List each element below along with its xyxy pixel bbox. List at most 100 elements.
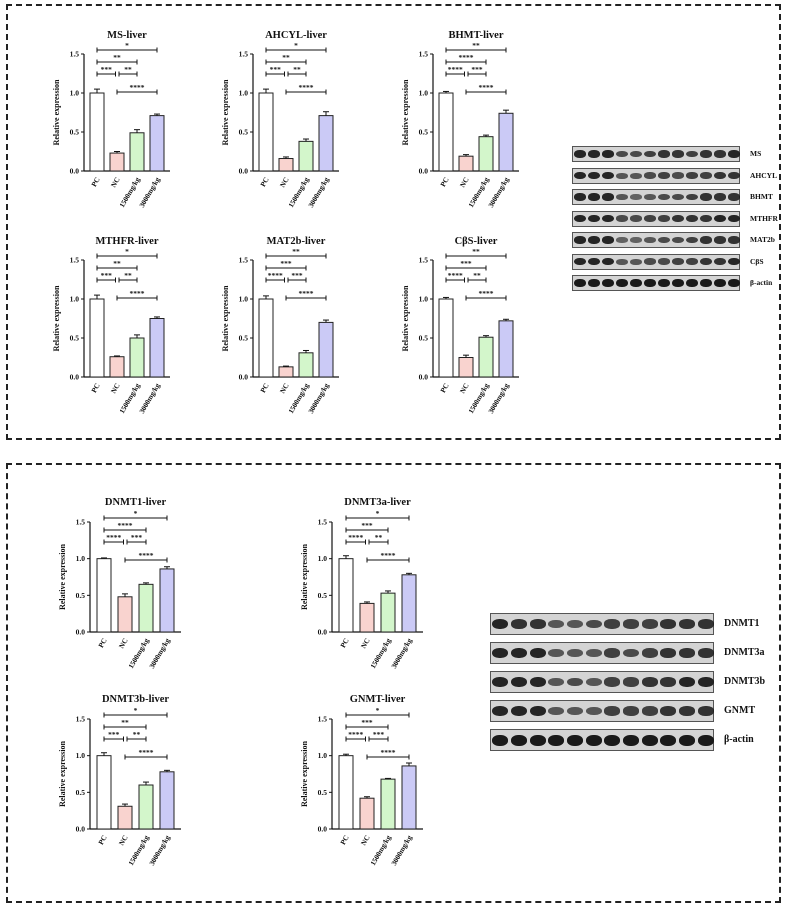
y-tick-label: 0.5	[419, 128, 429, 137]
category-label: NC	[110, 176, 122, 189]
blot-row	[572, 189, 740, 205]
category-label: PC	[90, 176, 102, 188]
blot-band	[700, 257, 712, 266]
blot-band	[567, 619, 583, 629]
category-label: NC	[118, 834, 130, 847]
y-axis-label: Relative expression	[58, 741, 67, 807]
blot-band	[658, 215, 670, 222]
y-tick-label: 0.5	[318, 591, 328, 600]
category-label: 1500mg/kg	[127, 834, 151, 867]
blot-band	[700, 279, 712, 287]
blot-band	[492, 647, 509, 659]
significance-label: *	[125, 41, 129, 50]
category-label: 1500mg/kg	[369, 834, 393, 867]
chart-title: DNMT3a-liver	[344, 497, 411, 508]
blot-band	[548, 706, 565, 716]
blot-band	[585, 706, 602, 716]
category-label: PC	[439, 382, 451, 394]
chart-title: AHCYL-liver	[265, 30, 327, 41]
bar-chart-2: BHMT-liver Relative expression 0.0 0.5 1.0 1.…	[401, 30, 519, 209]
blot-band	[623, 619, 639, 629]
significance-label: ****	[299, 289, 314, 298]
blot-band	[492, 618, 509, 630]
blot-band	[616, 194, 628, 200]
blot-band	[585, 648, 602, 658]
blot-band	[658, 193, 670, 201]
significance-label: ****	[448, 271, 463, 280]
bar-3	[159, 568, 175, 633]
significance-label: ****	[130, 289, 145, 298]
bar-0	[96, 755, 112, 830]
chart-title: DNMT3b-liver	[102, 694, 169, 705]
blot-band	[616, 237, 628, 243]
significance-label: ***	[101, 65, 113, 74]
blot-band	[660, 706, 677, 716]
blot-band	[644, 237, 656, 243]
category-label: PC	[97, 834, 109, 846]
bar-3	[318, 321, 334, 378]
significance-label: ****	[459, 53, 474, 62]
y-tick-label: 1.0	[318, 554, 328, 563]
significance-label: *	[134, 509, 138, 518]
blot-band	[630, 150, 642, 158]
bottom-panel	[6, 463, 781, 903]
significance-label: ***	[101, 271, 113, 280]
significance-label: **	[113, 53, 121, 62]
significance-label: *	[376, 706, 380, 715]
blot-band	[623, 706, 639, 716]
blot-band	[686, 258, 698, 265]
significance-label: **	[124, 65, 132, 74]
significance-label: **	[472, 247, 480, 256]
blot-band	[714, 214, 726, 223]
blot-band	[700, 193, 712, 201]
category-label: PC	[339, 637, 351, 649]
blot-band	[697, 706, 714, 716]
y-tick-label: 1.0	[318, 751, 328, 760]
blot-band	[567, 706, 583, 716]
bar-chart-0: MS-liver Relative expression 0.0 0.5 1.0 1.5 P…	[52, 30, 170, 209]
blot-band	[714, 279, 726, 287]
significance-label: ****	[139, 748, 154, 757]
blot-band	[630, 258, 642, 265]
chart-title: CβS-liver	[455, 236, 498, 247]
blot-band	[658, 258, 670, 265]
blot-band	[686, 172, 698, 179]
blot-label: DNMT3a	[724, 646, 765, 658]
blot-band	[644, 194, 656, 200]
blot-label: MS	[750, 149, 762, 159]
blot-band	[602, 279, 614, 287]
blot-band	[714, 257, 726, 266]
blot-band	[588, 236, 600, 244]
category-label: 1500mg/kg	[369, 637, 393, 670]
blot-band	[679, 734, 695, 746]
blot-label: CβS	[750, 256, 764, 266]
y-tick-label: 1.5	[318, 715, 328, 724]
blot-band	[588, 193, 600, 201]
category-label: NC	[360, 834, 372, 847]
y-tick-label: 0.0	[70, 373, 80, 382]
blot-band	[492, 705, 509, 717]
blot-band	[588, 150, 600, 158]
blot-band	[672, 236, 684, 244]
blot-band	[529, 734, 546, 746]
blot-band	[616, 279, 628, 287]
blot-band	[602, 214, 614, 223]
blot-band	[588, 257, 600, 266]
significance-label: ****	[381, 551, 396, 560]
blot-row	[490, 700, 714, 722]
blot-band	[700, 214, 712, 223]
blot-band	[714, 236, 726, 244]
y-tick-label: 0.0	[318, 628, 328, 637]
bar-1	[458, 155, 474, 172]
blot-band	[492, 676, 509, 688]
y-tick-label: 1.5	[239, 50, 249, 59]
chart-title: BHMT-liver	[448, 30, 503, 41]
bar-2	[138, 784, 154, 830]
blot-label: DNMT1	[724, 617, 760, 629]
bar-1	[278, 158, 294, 172]
blot-band	[728, 236, 740, 244]
blot-band	[529, 676, 546, 688]
blot-band	[660, 734, 677, 746]
significance-label: *	[376, 509, 380, 518]
y-tick-label: 1.0	[70, 89, 80, 98]
